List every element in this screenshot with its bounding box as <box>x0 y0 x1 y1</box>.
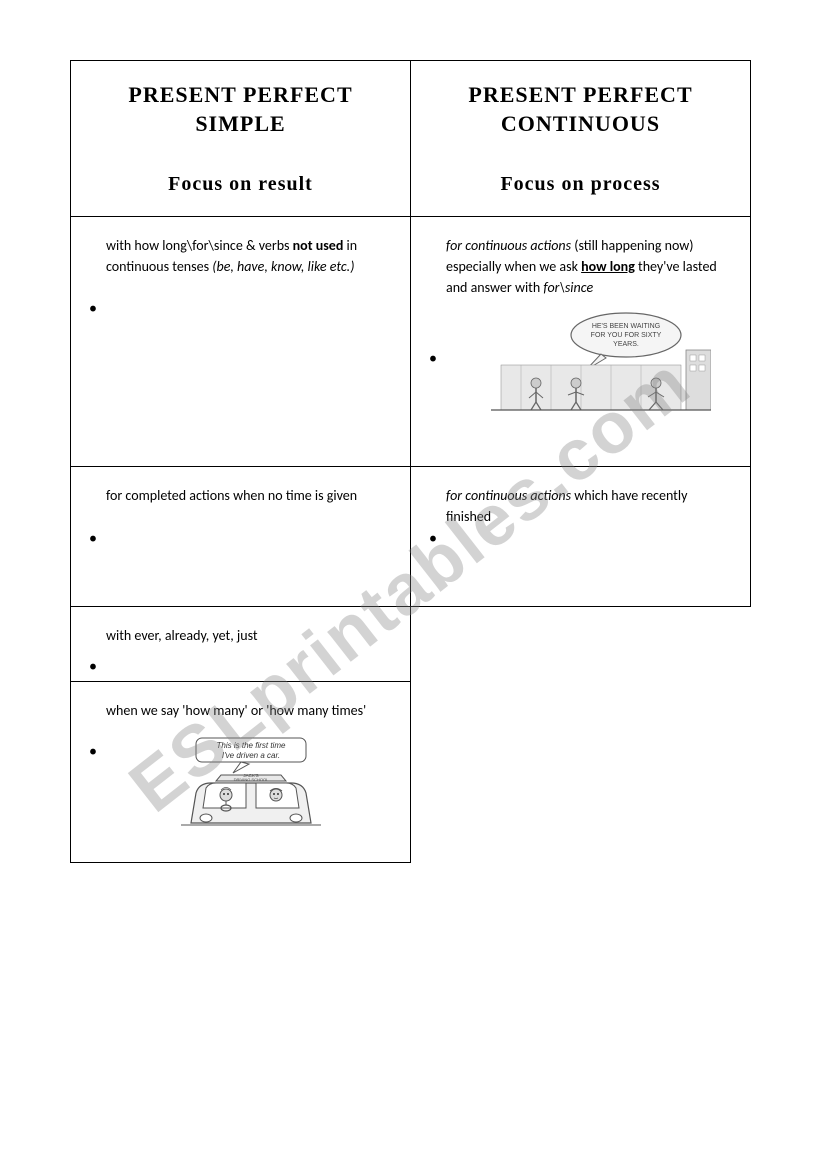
text-italic: for continuous actions <box>446 237 571 254</box>
svg-text:YEARS.: YEARS. <box>613 341 639 348</box>
row-2: for completed actions when no time is gi… <box>71 467 751 607</box>
row1-right-text: for continuous actions (still happening … <box>446 235 735 298</box>
svg-text:This is the first time: This is the first time <box>216 741 285 750</box>
bullet-dot: • <box>89 655 97 679</box>
header-row: PRESENT PERFECT SIMPLE Focus on result P… <box>71 61 751 217</box>
bullet-dot: • <box>89 740 97 764</box>
right-title: PRESENT PERFECT CONTINUOUS <box>421 81 740 138</box>
header-left: PRESENT PERFECT SIMPLE Focus on result <box>71 61 411 217</box>
row2-left: for completed actions when no time is gi… <box>71 467 411 607</box>
left-subtitle: Focus on result <box>81 173 400 196</box>
waiting-cartoon: HE'S BEEN WAITING FOR YOU FOR SIXTY YEAR… <box>446 310 735 426</box>
grammar-comparison-table: PRESENT PERFECT SIMPLE Focus on result P… <box>70 60 751 863</box>
row2-left-text: for completed actions when no time is gi… <box>106 485 395 506</box>
text-bold-underline: how long <box>581 258 635 275</box>
row-1: with how long\for\since & verbs not used… <box>71 217 751 467</box>
row3-left-text: with ever, already, yet, just <box>106 625 395 646</box>
row4-right-empty <box>411 682 751 863</box>
svg-text:HE'S BEEN WAITING: HE'S BEEN WAITING <box>591 323 659 330</box>
driving-cartoon: This is the first time I've driven a car… <box>106 733 395 844</box>
bullet-dot: • <box>89 527 97 551</box>
row1-left-text: with how long\for\since & verbs not used… <box>106 235 395 277</box>
text-italic: for\since <box>543 279 593 296</box>
row4-left-text: when we say 'how many' or 'how many time… <box>106 700 395 721</box>
row1-right: for continuous actions (still happening … <box>411 217 751 467</box>
row-3: with ever, already, yet, just • <box>71 607 751 682</box>
bullet-dot: • <box>429 527 437 551</box>
right-subtitle: Focus on process <box>421 173 740 196</box>
text-italic: (be, have, know, like etc.) <box>212 258 354 275</box>
row4-left: when we say 'how many' or 'how many time… <box>71 682 411 863</box>
svg-text:I've driven a car.: I've driven a car. <box>221 751 279 760</box>
row3-right-empty <box>411 607 751 682</box>
svg-text:DRIVING SCHOOL: DRIVING SCHOOL <box>233 777 268 782</box>
text-italic: for continuous actions <box>446 487 571 504</box>
text-bold: not used <box>293 237 344 254</box>
row1-left: with how long\for\since & verbs not used… <box>71 217 411 467</box>
row-4: when we say 'how many' or 'how many time… <box>71 682 751 863</box>
row2-right: for continuous actions which have recent… <box>411 467 751 607</box>
row2-right-text: for continuous actions which have recent… <box>446 485 735 527</box>
row3-left: with ever, already, yet, just • <box>71 607 411 682</box>
left-title: PRESENT PERFECT SIMPLE <box>81 81 400 138</box>
svg-text:FOR YOU FOR SIXTY: FOR YOU FOR SIXTY <box>590 332 661 339</box>
bullet-dot: • <box>89 297 97 321</box>
text-span: with how long\for\since & verbs <box>106 237 293 254</box>
bullet-dot: • <box>429 347 437 371</box>
header-right: PRESENT PERFECT CONTINUOUS Focus on proc… <box>411 61 751 217</box>
